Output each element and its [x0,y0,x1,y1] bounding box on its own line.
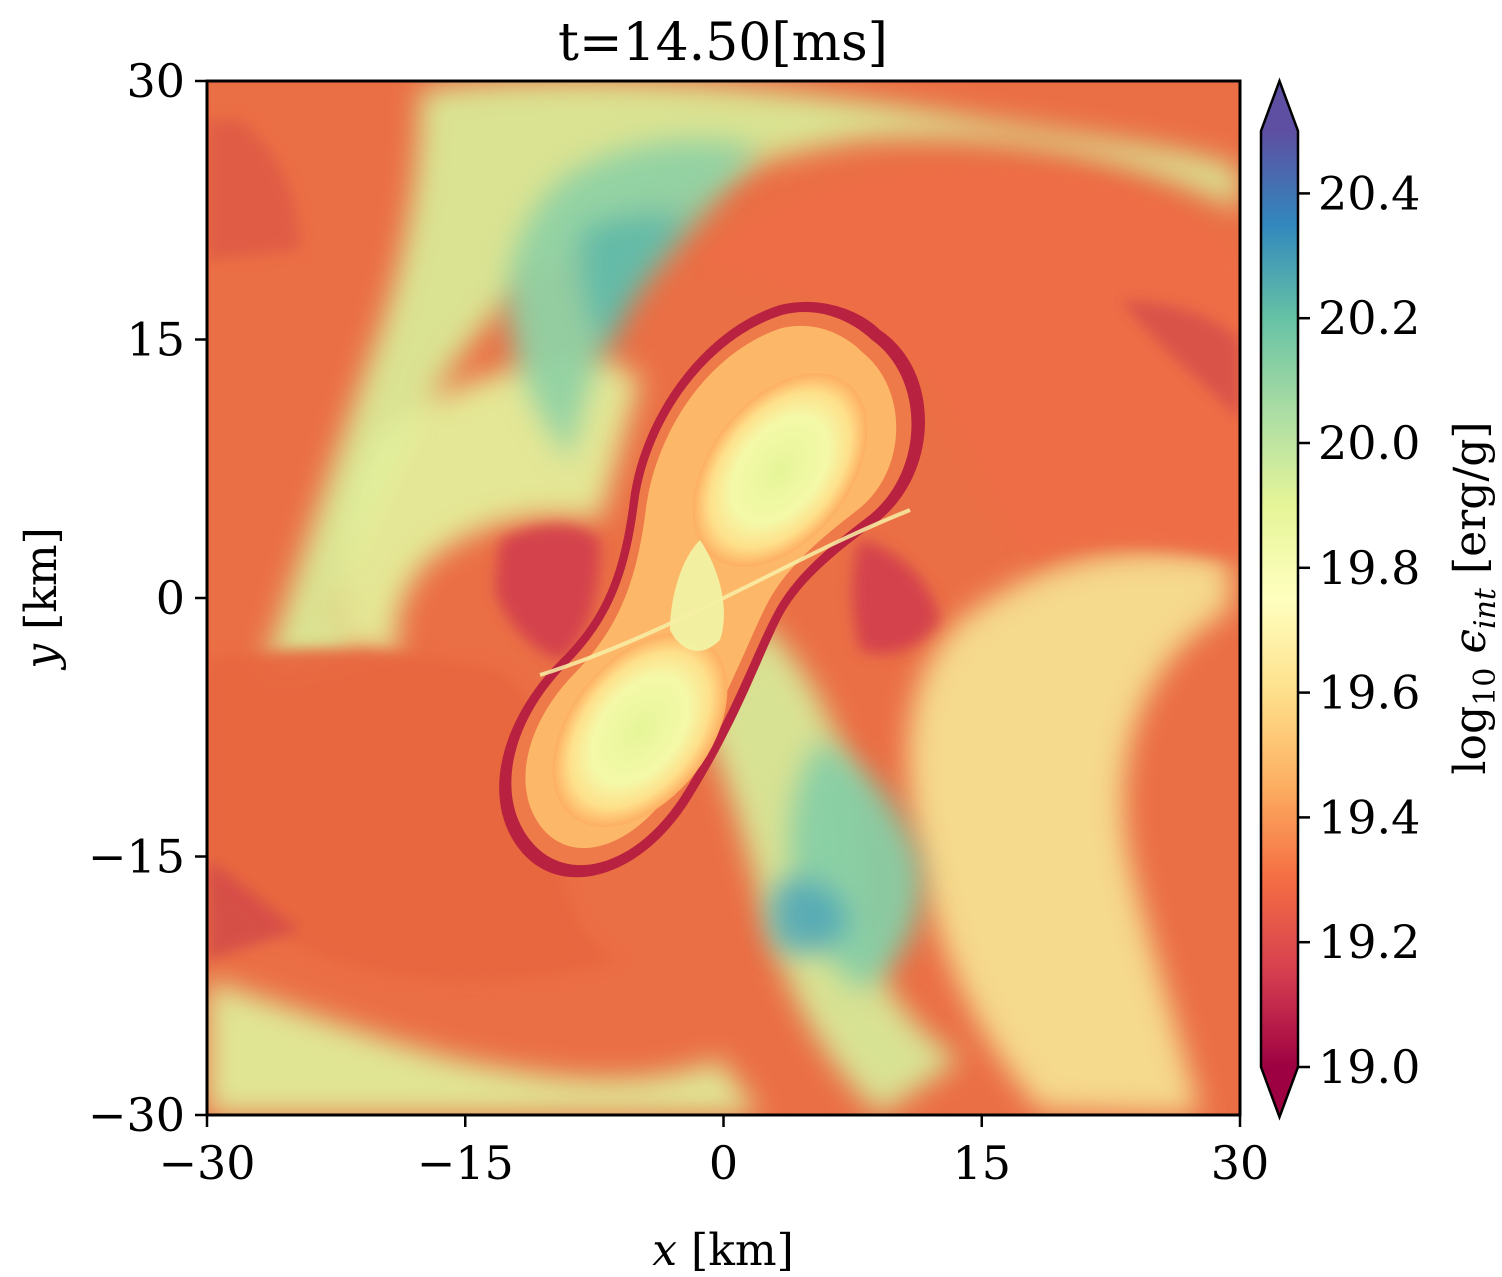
chart-title: t=14.50[ms] [558,13,888,73]
shock-line [539,508,911,677]
y-axis: −30 −15 0 15 30 [88,54,207,1142]
y-tick-label: 0 [156,571,185,625]
tidal-arms [207,120,1240,983]
colorbar-extend-bottom [1261,1067,1298,1117]
colorbar-outline [1259,77,1300,1121]
x-tick-label: 0 [709,1136,738,1190]
colorbar-extend-top [1261,81,1298,131]
x-axis-label: x [km] [652,1225,794,1276]
colorbar-label: log10 ϵint [erg/g] [1445,421,1502,774]
colorbar: 19.0 19.2 19.4 19.6 19.8 20.0 20.2 20.4 [1259,77,1420,1121]
heatmap-image [207,81,1240,1115]
colorbar-tick-label: 19.4 [1318,790,1420,844]
y-tick-label: −30 [88,1088,185,1142]
colorbar-tick-label: 19.2 [1318,915,1420,969]
x-tick-label: 15 [952,1136,1011,1190]
x-tick-label: −30 [158,1136,255,1190]
y-tick-label: 15 [126,313,185,367]
x-tick-label: −15 [417,1136,514,1190]
colorbar-tick-label: 20.2 [1318,291,1420,345]
hot-bands [507,140,922,990]
colorbar-gradient [1261,131,1298,1067]
x-tick-label: 30 [1211,1136,1270,1190]
colorbar-tick-label: 19.0 [1318,1040,1420,1094]
x-axis: −30 −15 0 15 30 [158,1115,1269,1190]
remnant-core [499,301,925,878]
y-tick-label: −15 [88,830,185,884]
shock-crescents [495,525,940,660]
colorbar-tick-label: 19.6 [1318,666,1420,720]
colorbar-tick-label: 20.4 [1318,166,1420,220]
colorbar-ticks: 19.0 19.2 19.4 19.6 19.8 20.0 20.2 20.4 [1298,166,1420,1094]
y-tick-label: 30 [126,54,185,108]
colorbar-tick-label: 20.0 [1318,416,1420,470]
y-axis-label: y [km] [16,527,67,671]
colorbar-tick-label: 19.8 [1318,541,1420,595]
